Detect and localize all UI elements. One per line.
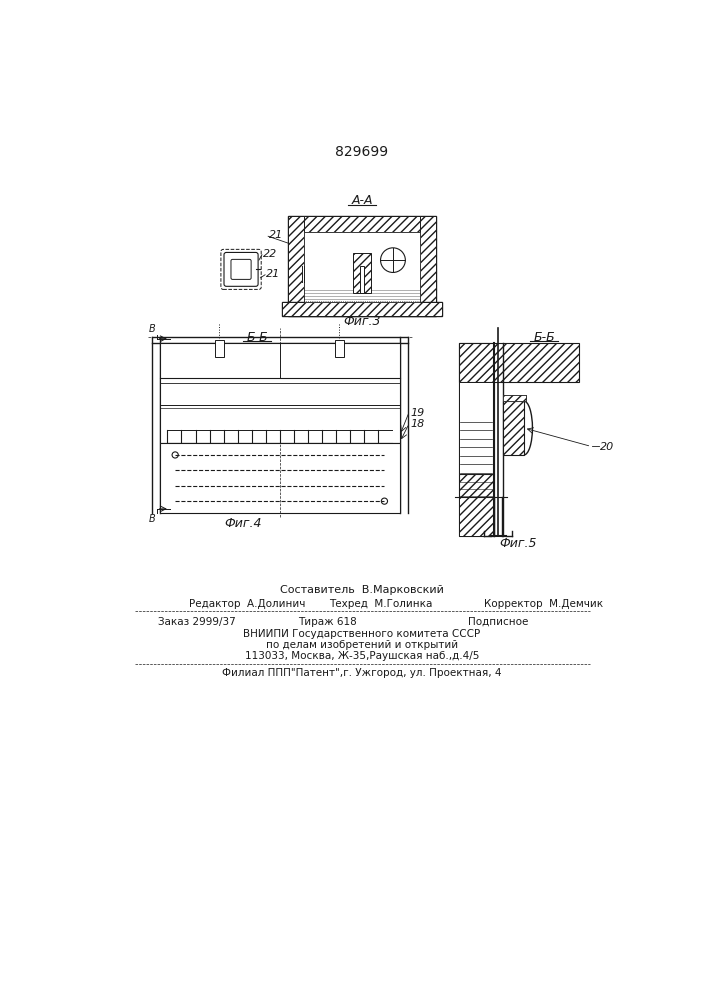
Bar xyxy=(503,395,526,401)
Text: 19: 19 xyxy=(410,408,424,418)
Text: Б-Б: Б-Б xyxy=(247,331,268,344)
Text: Фиг.5: Фиг.5 xyxy=(500,537,537,550)
Text: Филиал ППП"Патент",г. Ужгород, ул. Проектная, 4: Филиал ППП"Патент",г. Ужгород, ул. Проек… xyxy=(222,668,502,678)
Bar xyxy=(503,395,526,401)
Bar xyxy=(459,474,493,536)
Text: 21: 21 xyxy=(269,231,284,240)
FancyBboxPatch shape xyxy=(224,252,258,286)
Bar xyxy=(459,343,579,382)
Bar xyxy=(288,216,436,316)
Bar xyxy=(288,216,304,316)
Text: по делам изобретений и открытий: по делам изобретений и открытий xyxy=(266,640,458,650)
Bar xyxy=(288,216,436,232)
Bar xyxy=(459,382,493,474)
Bar xyxy=(282,302,442,316)
Text: A-A: A-A xyxy=(351,194,373,207)
Text: ВНИИПИ Государственного комитета СССР: ВНИИПИ Государственного комитета СССР xyxy=(243,629,481,639)
Text: Тираж 618: Тираж 618 xyxy=(298,617,356,627)
Text: 20: 20 xyxy=(600,442,614,452)
Text: 829699: 829699 xyxy=(335,145,389,159)
Text: 113033, Москва, Ж-35,Раушская наб.,д.4/5: 113033, Москва, Ж-35,Раушская наб.,д.4/5 xyxy=(245,651,479,661)
Bar xyxy=(303,266,308,282)
Text: 18: 18 xyxy=(410,419,424,429)
Bar xyxy=(503,401,524,455)
Text: В: В xyxy=(148,324,156,334)
Text: 22: 22 xyxy=(263,249,277,259)
Text: Составитель  В.Марковский: Составитель В.Марковский xyxy=(280,585,444,595)
Bar xyxy=(360,266,363,293)
Text: В: В xyxy=(148,514,156,524)
Text: Корректор  М.Демчик: Корректор М.Демчик xyxy=(484,599,603,609)
Bar xyxy=(160,443,400,513)
FancyBboxPatch shape xyxy=(231,259,251,279)
Text: Заказ 2999/37: Заказ 2999/37 xyxy=(158,617,236,627)
Text: 21: 21 xyxy=(266,269,280,279)
Bar xyxy=(304,232,420,302)
Text: Б-Б: Б-Б xyxy=(533,331,555,344)
Bar xyxy=(420,216,436,316)
Bar xyxy=(160,343,400,443)
Text: Фиг.4: Фиг.4 xyxy=(225,517,262,530)
Bar xyxy=(459,343,493,474)
Bar xyxy=(459,497,493,536)
Bar xyxy=(215,340,224,357)
Bar xyxy=(282,302,442,316)
Bar xyxy=(335,340,344,357)
Bar xyxy=(353,253,371,293)
Text: Фиг.3: Фиг.3 xyxy=(343,315,380,328)
Text: Техред  М.Голинка: Техред М.Голинка xyxy=(329,599,432,609)
Text: Подписное: Подписное xyxy=(468,617,529,627)
Text: Редактор  А.Долинич: Редактор А.Долинич xyxy=(189,599,305,609)
